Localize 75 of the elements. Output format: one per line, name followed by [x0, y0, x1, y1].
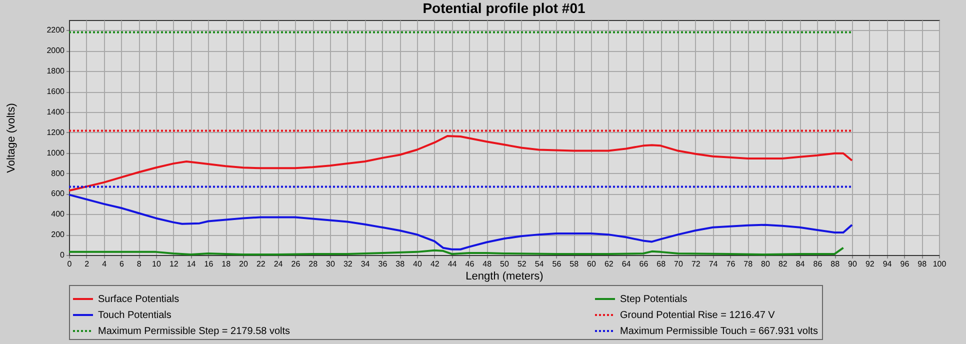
x-tick-label: 38: [396, 260, 406, 268]
x-tick-label: 82: [778, 260, 788, 268]
y-tick-label: 0: [60, 250, 66, 260]
x-tick-label: 76: [726, 260, 736, 268]
x-tick-label: 66: [639, 260, 649, 268]
x-tick-label: 64: [622, 260, 632, 268]
x-tick-label: 4: [102, 260, 108, 268]
legend-label: Surface Potentials: [98, 294, 180, 305]
y-tick-label: 1800: [46, 66, 66, 76]
x-tick-label: 52: [517, 260, 527, 268]
x-tick-label: 16: [204, 260, 214, 268]
x-tick-label: 32: [343, 260, 353, 268]
y-tick-label: 2000: [46, 46, 66, 56]
x-tick-label: 2: [84, 260, 90, 268]
x-tick-label: 30: [326, 260, 336, 268]
x-tick-label: 100: [932, 260, 947, 268]
x-tick-label: 78: [744, 260, 754, 268]
x-tick-label: 0: [67, 260, 72, 268]
x-tick-label: 54: [534, 260, 544, 268]
x-tick-label: 62: [604, 260, 614, 268]
x-tick-label: 72: [691, 260, 701, 268]
x-tick-label: 8: [136, 260, 142, 268]
x-tick-label: 74: [708, 260, 718, 268]
x-tick-label: 12: [169, 260, 179, 268]
x-tick-label: 90: [848, 260, 858, 268]
legend-label: Maximum Permissible Touch = 667.931 volts: [620, 326, 818, 337]
x-tick-label: 98: [918, 260, 928, 268]
x-tick-label: 36: [378, 260, 388, 268]
x-tick-label: 88: [830, 260, 840, 268]
y-tick-label: 1600: [46, 87, 66, 96]
x-tick-label: 20: [239, 260, 248, 268]
x-tick-label: 34: [360, 260, 370, 268]
y-tick-label: 1000: [46, 148, 66, 158]
line-series: [68, 194, 853, 250]
x-tick-label: 48: [482, 260, 492, 268]
x-tick-label: 18: [222, 260, 232, 268]
legend-label: Step Potentials: [620, 294, 688, 305]
y-tick-label: 800: [51, 168, 66, 178]
x-tick-label: 68: [656, 260, 666, 268]
y-tick-label: 400: [51, 210, 66, 219]
y-tick-label: 1400: [46, 107, 66, 116]
x-tick-label: 42: [430, 260, 440, 268]
x-tick-label: 60: [587, 260, 596, 268]
x-tick-label: 40: [413, 260, 422, 268]
x-tick-label: 58: [570, 260, 580, 268]
legend-label: Ground Potential Rise = 1216.47 V: [620, 310, 776, 321]
x-axis-title: Length (meters): [466, 270, 544, 282]
line-series: [68, 246, 844, 256]
x-tick-label: 92: [865, 260, 875, 268]
y-tick-label: 600: [51, 189, 66, 198]
x-tick-label: 6: [119, 260, 124, 268]
x-tick-label: 84: [796, 260, 806, 268]
x-tick-label: 22: [256, 260, 266, 268]
x-tick-label: 28: [308, 260, 318, 268]
chart-title: Potential profile plot #01: [422, 0, 586, 16]
legend-label: Touch Potentials: [98, 310, 172, 321]
x-tick-label: 96: [900, 260, 910, 268]
y-tick-label: 2200: [46, 26, 66, 35]
x-tick-label: 10: [152, 260, 162, 268]
legend-label: Maximum Permissible Step = 2179.58 volts: [98, 326, 290, 337]
x-tick-label: 70: [674, 260, 684, 268]
x-tick-label: 14: [186, 260, 196, 268]
x-tick-label: 56: [552, 260, 562, 268]
x-tick-label: 46: [465, 260, 475, 268]
x-tick-label: 44: [448, 260, 458, 268]
y-tick-label: 200: [51, 230, 66, 240]
x-tick-label: 86: [813, 260, 823, 268]
x-tick-label: 94: [882, 260, 892, 268]
y-tick-label: 1200: [46, 128, 66, 137]
x-tick-label: 24: [274, 260, 284, 268]
x-tick-label: 80: [761, 260, 770, 268]
y-axis-title: Voltage (volts): [6, 103, 18, 173]
x-tick-label: 26: [291, 260, 301, 268]
x-tick-label: 50: [500, 260, 510, 268]
line-series: [68, 134, 853, 192]
